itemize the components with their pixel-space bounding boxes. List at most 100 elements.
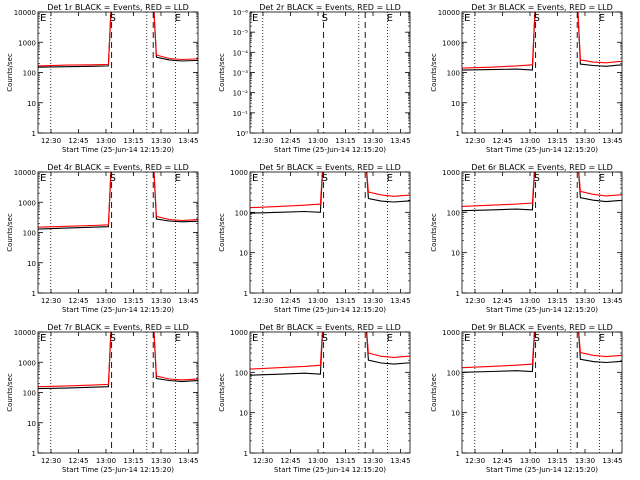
- y-tick-label: 1: [244, 290, 248, 298]
- x-axis-label: Start Time (25-Jun-14 12:15:20): [62, 466, 174, 474]
- x-tick-label: 12:30: [465, 297, 485, 305]
- x-axis-label: Start Time (25-Jun-14 12:15:20): [486, 146, 598, 154]
- y-tick-label: 1: [456, 130, 460, 138]
- x-axis-label: Start Time (25-Jun-14 12:15:20): [274, 146, 386, 154]
- x-tick-label: 13:45: [390, 297, 410, 305]
- x-tick-label: 12:30: [41, 457, 61, 465]
- x-tick-label: 12:45: [68, 137, 88, 145]
- marker-s: S: [322, 13, 328, 24]
- plot-frame: [37, 171, 199, 294]
- series-red-line: [250, 332, 410, 370]
- plot-frame: [461, 11, 623, 134]
- plot-frame: [249, 171, 411, 294]
- x-tick-label: 13:30: [575, 137, 595, 145]
- panel-det-3: Det 3r BLACK = Events, RED = LLD 1 10 100 10…: [430, 3, 623, 154]
- marker-s: S: [110, 13, 116, 24]
- y-tick-label: 1: [32, 130, 36, 138]
- marker-e-start: E: [464, 333, 470, 344]
- plot-area: [462, 12, 622, 133]
- marker-e-start: E: [40, 333, 46, 344]
- marker-e-start: E: [252, 173, 258, 184]
- panel-title: Det 1r BLACK = Events, RED = LLD: [47, 3, 189, 12]
- x-tick-label: 12:30: [41, 297, 61, 305]
- y-tick-label: 1000: [230, 169, 248, 177]
- y-tick-label: 1000: [442, 329, 460, 337]
- x-tick-label: 13:45: [390, 457, 410, 465]
- series-black-line: [462, 332, 622, 373]
- panel-title: Det 8r BLACK = Events, RED = LLD: [259, 323, 401, 332]
- series-red-line: [250, 172, 410, 209]
- x-tick-label: 13:00: [520, 137, 540, 145]
- series-black-line: [38, 332, 198, 390]
- x-tick-label: 13:15: [335, 297, 355, 305]
- marker-e-end: E: [387, 173, 393, 184]
- y-tick-label: 10000: [438, 9, 460, 17]
- series-red-line: [38, 332, 198, 388]
- marker-e-end: E: [599, 333, 605, 344]
- marker-e-start: E: [464, 173, 470, 184]
- panel-det-8: Det 8r BLACK = Events, RED = LLD 1 10 100 10…: [218, 323, 411, 474]
- marker-s: S: [110, 333, 116, 344]
- marker-e-start: E: [40, 13, 46, 24]
- marker-e-start: E: [464, 13, 470, 24]
- x-tick-label: 12:45: [68, 297, 88, 305]
- series-red-line: [38, 12, 198, 67]
- plot-area: [250, 332, 410, 453]
- marker-e-end: E: [175, 333, 181, 344]
- y-tick-label: 10: [27, 100, 36, 108]
- x-tick-label: 12:45: [280, 457, 300, 465]
- y-tick-label: 1: [32, 290, 36, 298]
- x-tick-label: 13:00: [520, 297, 540, 305]
- y-tick-label: 10⁻⁵: [233, 29, 249, 37]
- plot-area: [462, 332, 622, 453]
- plot-frame: [249, 331, 411, 454]
- y-tick-label: 1000: [442, 39, 460, 47]
- y-tick-label: 10: [451, 100, 460, 108]
- plot-frame: [249, 11, 411, 134]
- x-tick-label: 12:45: [492, 457, 512, 465]
- panel-det-4: Det 4r BLACK = Events, RED = LLD 1 10 100 10…: [6, 163, 199, 314]
- marker-s: S: [322, 173, 328, 184]
- x-axis-label: Start Time (25-Jun-14 12:15:20): [486, 306, 598, 314]
- marker-s: S: [534, 13, 540, 24]
- x-tick-label: 13:45: [602, 457, 622, 465]
- x-tick-label: 12:45: [280, 297, 300, 305]
- x-tick-label: 13:15: [335, 457, 355, 465]
- x-tick-label: 12:30: [253, 137, 273, 145]
- y-axis-label: Counts/sec: [430, 213, 438, 252]
- y-axis-label: Counts/sec: [218, 373, 226, 412]
- panel-det-6: Det 6r BLACK = Events, RED = LLD 1 10 100 10…: [430, 163, 623, 314]
- x-tick-label: 13:30: [363, 137, 383, 145]
- marker-s: S: [534, 333, 540, 344]
- y-axis-label: Counts/sec: [430, 53, 438, 92]
- marker-e-end: E: [175, 13, 181, 24]
- y-axis-label: Counts/sec: [218, 53, 226, 92]
- x-tick-label: 13:30: [363, 297, 383, 305]
- panel-title: Det 4r BLACK = Events, RED = LLD: [47, 163, 189, 172]
- x-tick-label: 13:45: [602, 137, 622, 145]
- y-tick-label: 10: [239, 250, 248, 258]
- marker-e-end: E: [387, 13, 393, 24]
- series-black-line: [38, 172, 198, 230]
- y-tick-label: 1: [456, 290, 460, 298]
- y-tick-label: 1000: [18, 39, 36, 47]
- marker-e-end: E: [599, 173, 605, 184]
- marker-s: S: [110, 173, 116, 184]
- marker-e-end: E: [175, 173, 181, 184]
- marker-e-start: E: [40, 173, 46, 184]
- x-tick-label: 13:15: [123, 457, 143, 465]
- plot-frame: [461, 331, 623, 454]
- y-tick-label: 10: [451, 410, 460, 418]
- series-black-line: [462, 12, 622, 71]
- y-tick-label: 10000: [14, 169, 36, 177]
- x-tick-label: 12:30: [465, 457, 485, 465]
- marker-e-end: E: [387, 333, 393, 344]
- plot-frame: [461, 171, 623, 294]
- x-tick-label: 12:30: [465, 137, 485, 145]
- x-tick-label: 13:45: [178, 297, 198, 305]
- series-black-line: [462, 172, 622, 212]
- panel-title: Det 6r BLACK = Events, RED = LLD: [471, 163, 613, 172]
- x-tick-label: 13:45: [390, 137, 410, 145]
- x-axis-label: Start Time (25-Jun-14 12:15:20): [274, 466, 386, 474]
